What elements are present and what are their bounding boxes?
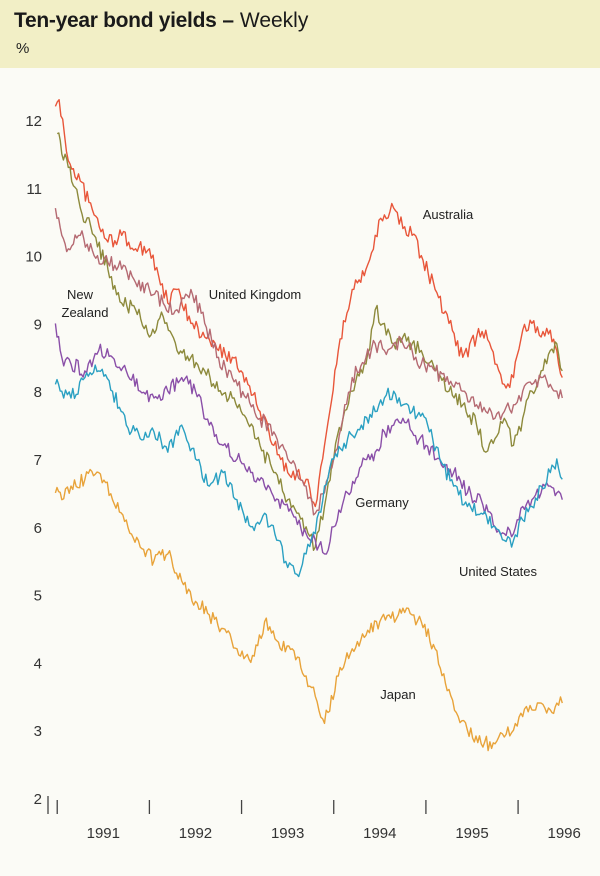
y-tick-label: 6 bbox=[34, 520, 42, 537]
y-tick-label: 3 bbox=[34, 723, 42, 740]
x-tick-label: 1992 bbox=[179, 825, 212, 842]
chart-subtitle: Weekly bbox=[239, 9, 309, 32]
y-tick-label: 9 bbox=[34, 316, 42, 333]
series-layer bbox=[54, 99, 563, 752]
series-line-united-states bbox=[54, 364, 563, 578]
series-line-japan bbox=[54, 468, 563, 752]
series-line-united-kingdom bbox=[54, 207, 563, 516]
series-label-germany: Germany bbox=[355, 495, 409, 510]
x-tick-label: 1996 bbox=[547, 825, 580, 842]
y-tick-label: 5 bbox=[34, 588, 42, 605]
y-tick-label: 2 bbox=[34, 791, 42, 808]
series-label-australia: Australia bbox=[423, 207, 474, 222]
y-tick-label: 8 bbox=[34, 384, 42, 401]
axes-layer: 2 3 4 5 6 7 8 9 10 11 12 1991 1992 1993 1994 1995 1996 bbox=[25, 113, 581, 842]
series-line-germany bbox=[54, 323, 563, 555]
series-label-united-states: United States bbox=[459, 564, 538, 579]
x-tick-label: 1994 bbox=[363, 825, 396, 842]
series-label-new-zealand: Zealand bbox=[62, 305, 109, 320]
title-band bbox=[0, 0, 600, 68]
x-tick-label: 1991 bbox=[87, 825, 120, 842]
y-tick-label: 4 bbox=[34, 655, 42, 672]
y-axis-unit-label: % bbox=[16, 40, 30, 57]
x-tick-label: 1993 bbox=[271, 825, 304, 842]
title-separator-dash: – bbox=[222, 9, 235, 32]
x-tick-label: 1995 bbox=[455, 825, 488, 842]
series-label-new-zealand: New bbox=[67, 287, 94, 302]
series-line-australia bbox=[54, 99, 563, 508]
chart-title: Ten-year bond yields bbox=[14, 9, 217, 32]
annotation-layer: Australia United Kingdom New Zealand Germany… bbox=[62, 207, 538, 702]
y-tick-label: 10 bbox=[25, 249, 42, 266]
y-tick-label: 7 bbox=[34, 452, 42, 469]
series-label-united-kingdom: United Kingdom bbox=[209, 287, 302, 302]
y-tick-label: 12 bbox=[25, 113, 42, 130]
series-label-japan: Japan bbox=[380, 687, 415, 702]
y-tick-label: 11 bbox=[26, 181, 42, 198]
chart-title-block: Ten-year bond yields – Weekly bbox=[14, 9, 308, 33]
